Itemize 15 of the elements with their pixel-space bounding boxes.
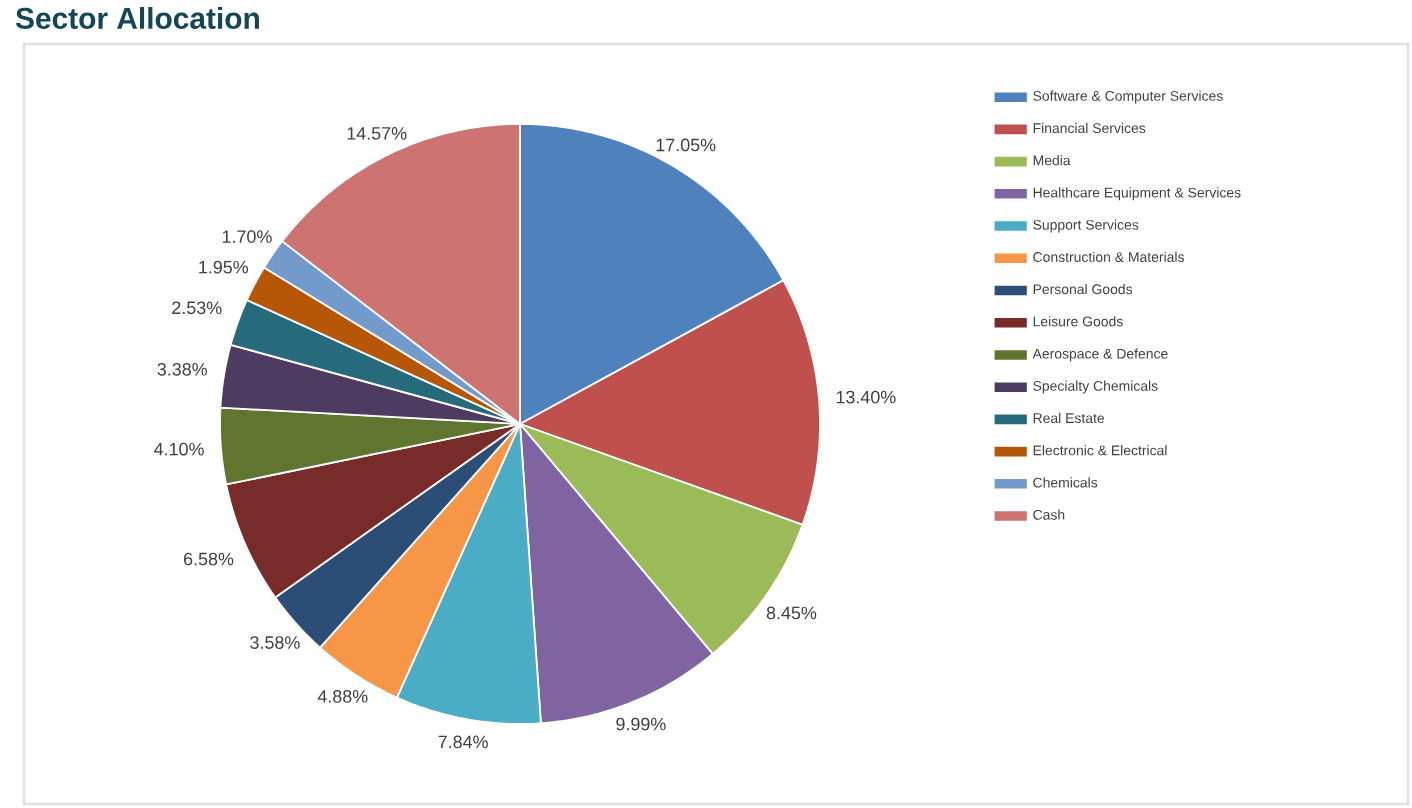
- data-label: 2.53%: [172, 301, 222, 315]
- data-label: 3.58%: [250, 636, 300, 649]
- data-label: 17.05%: [656, 138, 716, 152]
- data-label: 3.38%: [157, 362, 208, 376]
- data-label: 14.57%: [347, 127, 407, 140]
- data-label: 8.45%: [766, 606, 817, 620]
- data-label: 4.88%: [317, 689, 368, 703]
- data-label: 7.84%: [438, 735, 488, 749]
- data-label: 6.58%: [184, 552, 234, 566]
- data-label: 9.99%: [616, 717, 666, 731]
- data-label: 13.40%: [836, 390, 896, 404]
- chart-title: Sector Allocation: [15, 7, 259, 29]
- data-label: 4.10%: [154, 442, 204, 456]
- data-label: 1.70%: [222, 230, 272, 243]
- data-label: 1.95%: [199, 260, 249, 274]
